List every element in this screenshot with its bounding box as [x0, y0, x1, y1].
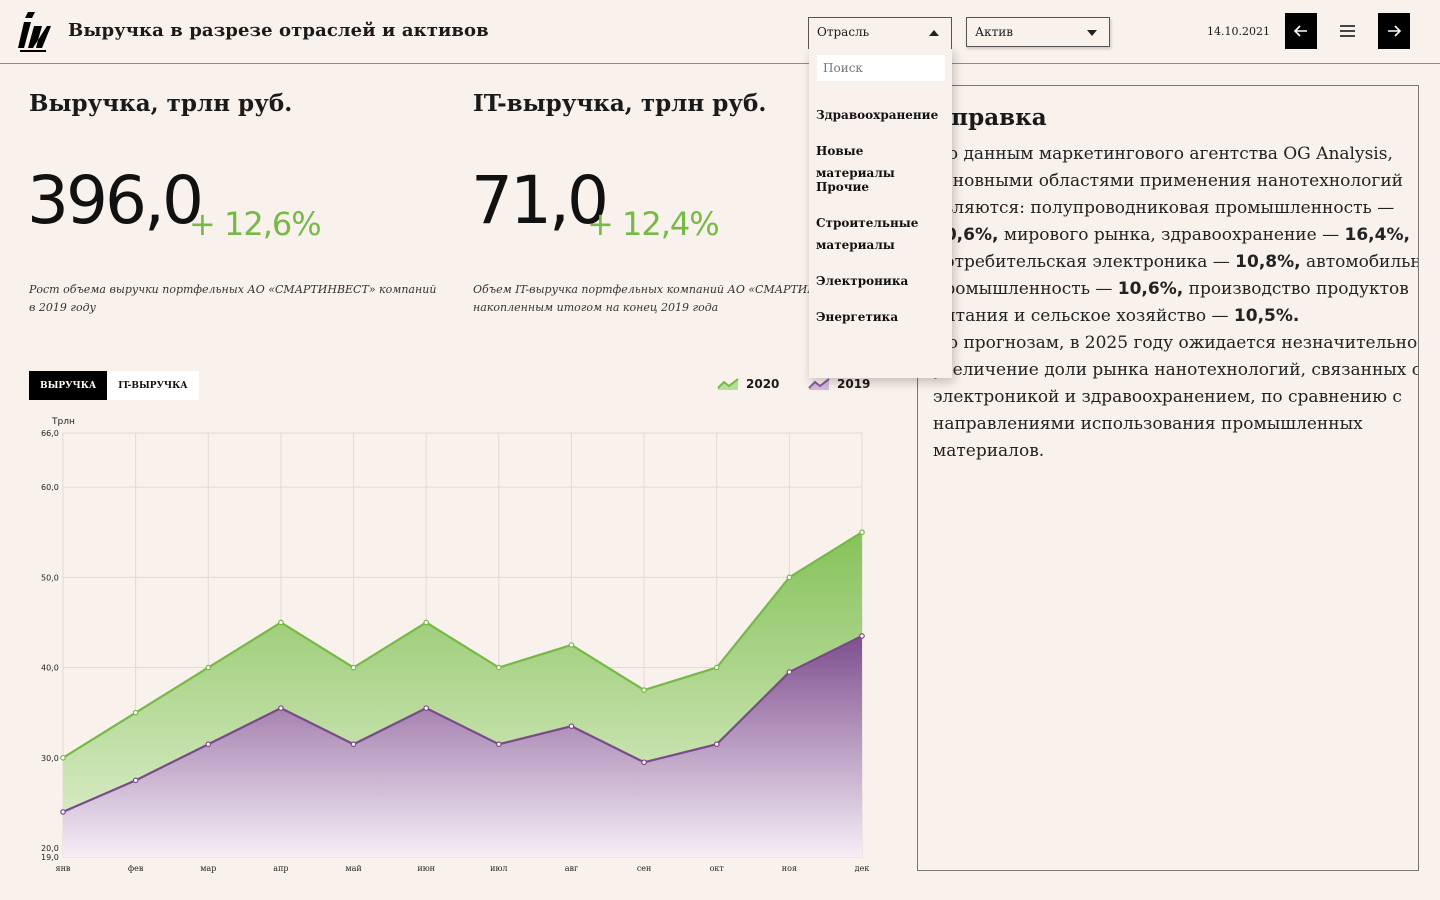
data-point — [859, 529, 865, 536]
data-point — [568, 642, 575, 648]
industry-select-label: Отрасль — [817, 25, 870, 39]
y-axis-label: Трлн — [51, 417, 75, 427]
revenue-title: Выручка, трлн руб. — [29, 90, 293, 117]
dropdown-item[interactable]: Новые материалы — [816, 144, 895, 180]
y-tick-label: 20,0 — [41, 844, 59, 853]
menu-icon[interactable] — [1340, 25, 1355, 37]
dropdown-item[interactable]: Прочие — [816, 180, 870, 194]
data-point — [278, 705, 284, 711]
asset-select[interactable]: Актив — [966, 17, 1110, 47]
arrow-left-icon — [1294, 25, 1307, 37]
line-series-icon — [717, 378, 739, 390]
page-title: Выручка в разрезе отраслей и активов — [68, 20, 489, 41]
dropdown-item[interactable]: Здравоохранение — [816, 108, 939, 122]
data-point — [713, 741, 720, 748]
it-revenue-delta: + 12,4% — [587, 205, 720, 243]
data-point — [205, 664, 212, 671]
date-label: 14.10.2021 — [1207, 25, 1270, 38]
metric-toggle: ВЫРУЧКА IT-ВЫРУЧКА — [29, 371, 199, 400]
info-title: Справка — [933, 104, 1047, 131]
prev-button[interactable] — [1285, 13, 1317, 49]
data-point — [641, 687, 647, 693]
x-tick-label: апр — [273, 864, 288, 873]
tab-revenue[interactable]: ВЫРУЧКА — [29, 371, 108, 400]
info-panel: Справка По данным маркетингового агентст… — [917, 85, 1419, 871]
revenue-note: Рост объема выручки портфельных АО «СМАР… — [29, 283, 437, 314]
data-point — [786, 669, 793, 675]
x-tick-label: мар — [200, 864, 216, 873]
data-point — [278, 619, 284, 626]
data-point — [132, 709, 139, 716]
revenue-delta: + 12,6% — [189, 205, 322, 243]
legend-item-2020[interactable]: 2020 — [717, 377, 779, 391]
data-point — [350, 664, 357, 671]
data-point — [713, 664, 720, 671]
y-tick-label: 40,0 — [41, 664, 59, 673]
data-point — [132, 777, 139, 784]
legend-item-2019[interactable]: 2019 — [808, 377, 870, 391]
x-tick-label: окт — [710, 864, 725, 873]
dropdown-item[interactable]: Строительные материалы — [816, 216, 919, 252]
revenue-area-chart: 19,020,0 30,0 40,0 50,0 60,0 66,0 янв фев мар апр… — [41, 417, 870, 873]
data-point — [786, 574, 793, 581]
legend-label-2019: 2019 — [837, 377, 871, 391]
x-tick-label: сен — [637, 864, 652, 873]
data-point — [350, 741, 357, 748]
top-bar: Выручка в разрезе отраслей и активов Отр… — [0, 0, 1440, 64]
x-tick-label: июл — [490, 864, 507, 873]
y-tick-label: 30,0 — [41, 754, 59, 763]
industry-dropdown: Здравоохранение Новые материалы Прочие С… — [809, 48, 952, 378]
data-point — [60, 809, 66, 815]
area-series-2019 — [63, 635, 862, 857]
info-forecast: По прогнозам, в 2025 году ожидается незн… — [933, 333, 1419, 461]
data-point — [859, 633, 865, 639]
data-point — [568, 723, 575, 729]
industry-select[interactable]: Отрасль — [808, 17, 952, 49]
dropdown-item[interactable]: Электроника — [816, 274, 909, 288]
data-point — [60, 754, 66, 761]
data-point — [641, 759, 647, 766]
asset-select-label: Актив — [975, 25, 1013, 39]
x-tick-label: авг — [565, 864, 578, 873]
info-text: По данным маркетингового агентства OG An… — [933, 141, 1419, 465]
data-point — [205, 741, 212, 748]
legend-label-2020: 2020 — [746, 377, 780, 391]
revenue-value: 396,0 — [27, 162, 204, 239]
line-series-2019 — [62, 634, 863, 813]
data-point — [496, 741, 502, 748]
y-tick-label: 66,0 — [41, 429, 59, 438]
y-tick-label: 50,0 — [41, 573, 59, 582]
data-point — [423, 705, 429, 711]
next-button[interactable] — [1378, 13, 1410, 49]
chevron-up-icon — [929, 30, 939, 36]
y-tick-label: 19,0 — [41, 853, 59, 862]
tab-it-revenue[interactable]: IT-ВЫРУЧКА — [107, 371, 199, 400]
x-tick-label: фев — [128, 864, 144, 873]
arrow-right-icon — [1388, 25, 1401, 37]
x-tick-label: янв — [56, 864, 71, 873]
it-revenue-title: IT-выручка, трлн руб. — [473, 90, 767, 117]
chevron-down-icon — [1087, 30, 1097, 36]
logo-icon[interactable] — [16, 8, 52, 54]
x-tick-label: дек — [855, 864, 870, 873]
x-tick-label: июн — [417, 864, 435, 873]
dropdown-item[interactable]: Энергетика — [816, 310, 899, 324]
it-revenue-value: 71,0 — [471, 162, 609, 239]
line-series-icon — [808, 378, 830, 390]
y-tick-label: 60,0 — [41, 483, 59, 492]
data-point — [423, 619, 429, 626]
x-tick-label: май — [345, 864, 361, 873]
it-revenue-note: Объем IT-выручка портфельных компаний АО… — [473, 283, 856, 314]
x-tick-label: ноя — [782, 864, 797, 873]
dropdown-search-input[interactable] — [817, 55, 945, 81]
data-point — [496, 664, 502, 671]
line-series-2020 — [62, 531, 863, 759]
